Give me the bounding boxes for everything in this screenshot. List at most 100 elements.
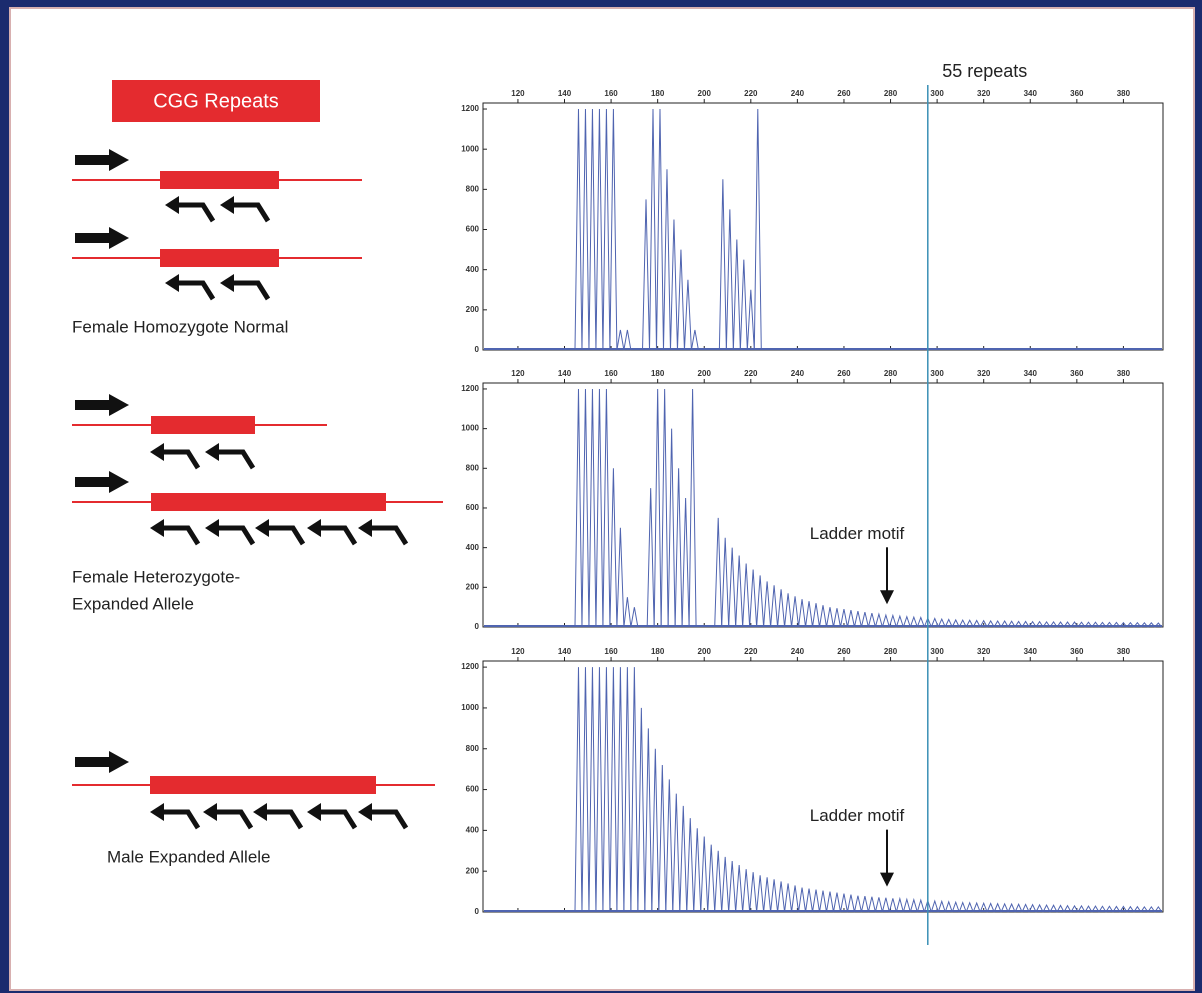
- peak: [812, 603, 821, 628]
- peak: [909, 897, 918, 913]
- x-tick-label: 180: [651, 647, 665, 656]
- peak: [651, 748, 660, 913]
- peak: [749, 569, 758, 628]
- peak: [642, 199, 651, 351]
- peak: [860, 612, 869, 628]
- x-tick-label: 380: [1117, 369, 1131, 378]
- diagram-heterozygote: [72, 394, 443, 544]
- peak: [609, 468, 618, 628]
- peak: [674, 468, 683, 628]
- peak: [979, 901, 988, 913]
- x-tick-label: 360: [1070, 89, 1084, 98]
- peak: [972, 619, 981, 628]
- peak: [958, 901, 967, 913]
- peak: [609, 667, 618, 913]
- y-tick-label: 1200: [461, 384, 479, 393]
- peak: [602, 109, 611, 351]
- x-tick-label: 220: [744, 369, 758, 378]
- peak: [644, 728, 653, 913]
- y-tick-label: 800: [466, 463, 480, 472]
- peak: [1063, 904, 1072, 913]
- peak: [581, 388, 590, 628]
- peak: [679, 805, 688, 913]
- peak: [718, 179, 727, 351]
- peak: [972, 901, 981, 913]
- peak: [777, 881, 786, 913]
- peak: [658, 765, 667, 913]
- peak: [735, 865, 744, 913]
- peak: [756, 875, 765, 913]
- peak: [1014, 903, 1023, 913]
- peak: [777, 589, 786, 628]
- x-tick-label: 280: [884, 369, 898, 378]
- diagram-male: [72, 751, 435, 828]
- x-tick-label: 340: [1024, 369, 1038, 378]
- peak: [846, 610, 855, 628]
- peak: [693, 828, 702, 913]
- x-tick-label: 320: [977, 647, 991, 656]
- peak: [902, 615, 911, 628]
- peak: [1077, 904, 1086, 913]
- peak: [616, 329, 625, 351]
- peak: [944, 900, 953, 913]
- peak: [574, 667, 583, 913]
- peak: [746, 289, 755, 351]
- x-tick-label: 160: [604, 369, 618, 378]
- peak: [595, 109, 604, 351]
- y-tick-label: 400: [466, 543, 480, 552]
- peak: [791, 885, 800, 913]
- annotation: Ladder motif: [810, 524, 905, 543]
- chart: 120 140 160 180 200 220 240 260 280 300 320 340 360 3…: [461, 369, 1164, 631]
- peak: [728, 547, 737, 628]
- peak: [916, 616, 925, 628]
- peak: [1042, 903, 1051, 913]
- peak: [683, 279, 692, 351]
- peak: [916, 898, 925, 913]
- badge: CGG Repeats: [153, 90, 279, 112]
- x-tick-label: 260: [837, 369, 851, 378]
- peak: [707, 844, 716, 913]
- annotation: Ladder motif: [810, 806, 905, 825]
- x-tick-label: 280: [884, 647, 898, 656]
- peak: [749, 872, 758, 913]
- peak: [826, 891, 834, 913]
- peak: [660, 388, 669, 628]
- diagram-label: Female Homozygote Normal: [72, 317, 288, 336]
- peak: [867, 612, 876, 628]
- peak: [581, 667, 590, 913]
- peak: [812, 889, 821, 913]
- peak: [763, 581, 772, 628]
- peak: [688, 388, 697, 628]
- peak: [819, 890, 827, 913]
- peak: [616, 527, 625, 628]
- badge-box: [112, 80, 320, 122]
- peak: [686, 818, 695, 913]
- peak: [646, 488, 655, 628]
- peak: [756, 575, 765, 628]
- peak: [637, 707, 646, 913]
- peak: [714, 850, 723, 913]
- peak: [588, 109, 597, 351]
- peak: [681, 498, 690, 628]
- x-tick-label: 340: [1024, 647, 1038, 656]
- x-tick-label: 260: [837, 89, 851, 98]
- peak: [881, 897, 890, 913]
- peak: [609, 109, 618, 351]
- peak: [672, 793, 681, 913]
- peak: [895, 614, 904, 628]
- y-tick-label: 400: [466, 265, 480, 274]
- x-tick-label: 140: [558, 369, 572, 378]
- x-tick-label: 380: [1117, 647, 1131, 656]
- peak: [1070, 904, 1079, 913]
- peak: [895, 896, 904, 913]
- peak: [958, 618, 967, 628]
- peak: [839, 609, 848, 628]
- y-tick-label: 600: [466, 503, 480, 512]
- peak: [805, 888, 814, 913]
- y-tick-label: 400: [466, 825, 480, 834]
- peak: [753, 109, 762, 351]
- peak: [667, 428, 676, 628]
- peak: [930, 899, 939, 913]
- x-tick-label: 240: [791, 89, 805, 98]
